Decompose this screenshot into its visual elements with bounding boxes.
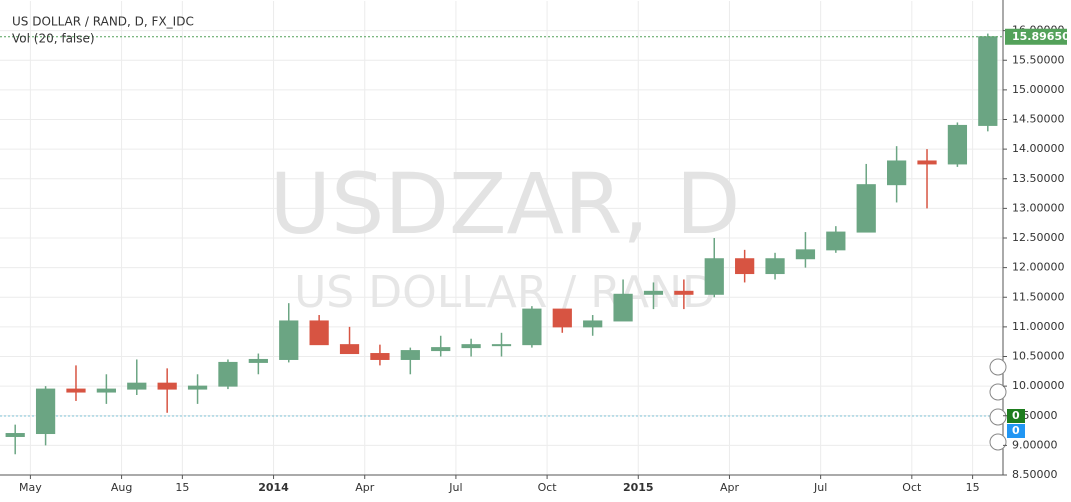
flag-icon[interactable] [989, 408, 1007, 426]
volume-box [1007, 409, 1025, 423]
x-tick-label: Aug [111, 481, 132, 494]
candle-body [35, 388, 56, 435]
y-tick-label: 15.00000 [1012, 83, 1065, 96]
candle-body [279, 320, 299, 360]
y-tick-label: 11.50000 [1012, 290, 1065, 303]
volume-box [1007, 424, 1025, 438]
candle-body [339, 344, 360, 355]
candle-body [218, 361, 238, 387]
x-tick-label: 15 [175, 481, 189, 494]
flag-icon[interactable] [989, 383, 1007, 401]
candle-body [309, 320, 329, 346]
y-tick-label: 12.50000 [1012, 231, 1065, 244]
candle-body [856, 184, 876, 233]
candle-body [917, 160, 937, 165]
candle-body [400, 350, 420, 360]
y-tick-label: 14.50000 [1012, 113, 1065, 126]
candle-body [552, 308, 572, 328]
x-tick-label: Jul [448, 481, 462, 494]
candle-body [947, 124, 968, 165]
x-tick-label: May [19, 481, 42, 494]
candle-body [765, 258, 785, 275]
candle-body [583, 320, 603, 328]
candle-body [522, 308, 542, 346]
y-tick-label: 15.50000 [1012, 53, 1065, 66]
candle-body [795, 249, 816, 260]
x-tick-label: Apr [720, 481, 740, 494]
x-tick-label: Apr [355, 481, 375, 494]
flag-icon[interactable] [989, 433, 1007, 451]
x-tick-label: 15 [966, 481, 980, 494]
x-tick-label: Oct [902, 481, 922, 494]
flag-icon[interactable] [989, 358, 1007, 376]
candles [0, 33, 1003, 455]
x-tick-label: 2015 [623, 481, 654, 494]
candle-body [248, 358, 268, 363]
candle-body [735, 258, 755, 275]
candle-body [431, 347, 451, 352]
y-tick-label: 12.00000 [1012, 261, 1065, 274]
watermark: USDZAR, D [270, 155, 741, 253]
candle-body [674, 290, 694, 295]
last-price-label: 15.89650 [1012, 30, 1070, 43]
candle-body [978, 36, 998, 126]
volume-label: 0 [1012, 424, 1020, 437]
candle-body [66, 388, 86, 393]
x-tick-label: Oct [538, 481, 558, 494]
last-price-box [1005, 28, 1067, 45]
chart-subtitle: Vol (20, false) [12, 32, 95, 46]
grid [0, 1, 1003, 476]
candle-body [704, 258, 724, 295]
volume-label: 0 [1012, 409, 1020, 422]
candle-body [461, 344, 481, 349]
candle-body [491, 344, 512, 347]
candle-body [96, 388, 116, 393]
y-tick-label: 13.00000 [1012, 201, 1065, 214]
y-tick-label: 14.00000 [1012, 142, 1065, 155]
x-tick-label: 2014 [258, 481, 289, 494]
candle-body [643, 290, 664, 295]
x-tick-label: Jul [813, 481, 827, 494]
candle-body [887, 160, 907, 186]
axes: 8.500009.000009.5000010.0000010.5000011.… [19, 24, 1070, 494]
chart-title: US DOLLAR / RAND, D, FX_IDC [12, 15, 194, 29]
y-tick-label: 10.50000 [1012, 350, 1065, 363]
y-tick-label: 9.00000 [1012, 438, 1058, 451]
flags [989, 358, 1007, 451]
candle-body [157, 382, 177, 390]
candle-body [826, 231, 846, 251]
y-tick-label: 8.50000 [1012, 468, 1058, 481]
candle-body [127, 382, 147, 390]
candle-body [5, 433, 25, 437]
candle-body [370, 353, 390, 360]
y-tick-label: 13.50000 [1012, 172, 1065, 185]
candle-body [613, 293, 633, 322]
candle-body [187, 385, 208, 390]
y-tick-label: 10.00000 [1012, 379, 1065, 392]
y-tick-label: 11.00000 [1012, 320, 1065, 333]
